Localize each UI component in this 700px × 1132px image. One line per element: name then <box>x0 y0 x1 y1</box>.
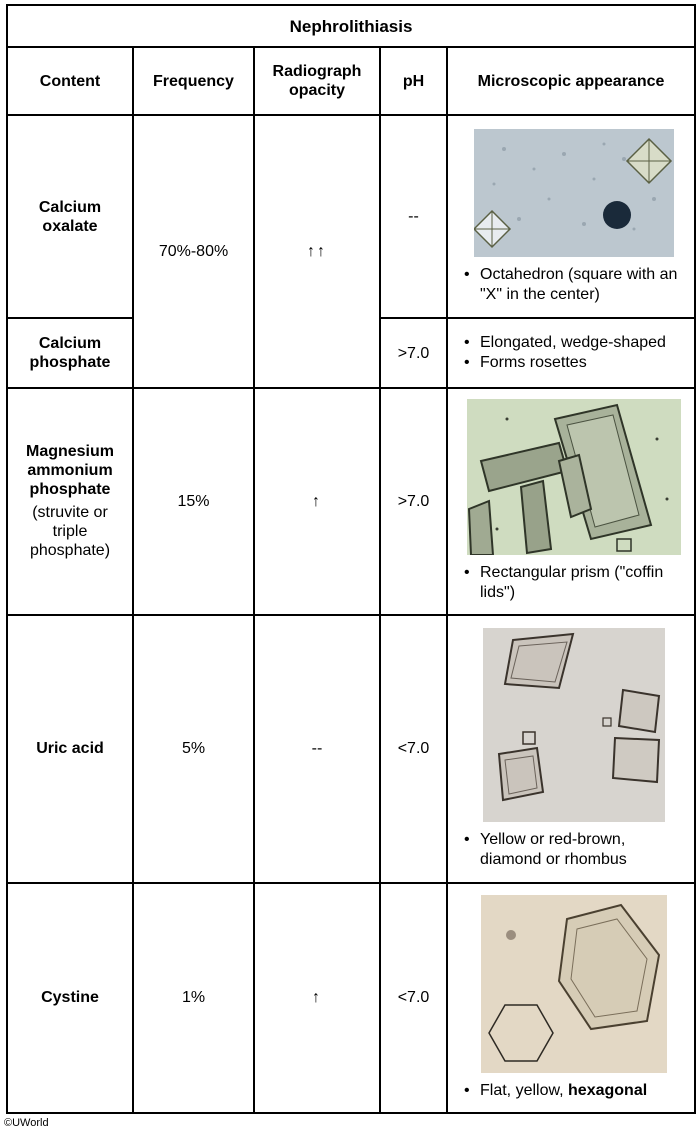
opacity-calcium: ↑↑ <box>253 114 381 390</box>
micro-uric-acid: Yellow or red-brown, diamond or rhombus <box>445 613 697 884</box>
header-ph: pH <box>379 46 448 117</box>
header-content: Content <box>6 46 134 117</box>
table-title: Nephrolithiasis <box>5 3 697 49</box>
desc-calcium-phosphate-1: Elongated, wedge-shaped <box>462 333 686 353</box>
desc-struvite: Rectangular prism ("coffin lids") <box>462 563 686 603</box>
desc-calcium-oxalate: Octahedron (square with an "X" in the ce… <box>462 265 686 305</box>
row-name-calcium-oxalate: Calcium oxalate <box>6 114 134 320</box>
ph-cystine: <7.0 <box>379 881 448 1115</box>
ph-struvite: >7.0 <box>379 387 448 616</box>
freq-struvite: 15% <box>132 387 255 616</box>
header-radiograph-opacity: Radiograph opacity <box>253 46 381 117</box>
copyright-footer: ©UWorld <box>4 1117 49 1129</box>
micro-cystine: Flat, yellow, hexagonal <box>445 881 697 1115</box>
freq-cystine: 1% <box>132 881 255 1115</box>
row-name-calcium-phosphate: Calcium phosphate <box>6 317 134 390</box>
opacity-cystine: ↑ <box>253 881 381 1115</box>
row-name-cystine: Cystine <box>6 881 134 1115</box>
header-microscopic-appearance: Microscopic appearance <box>445 46 697 117</box>
row-name-struvite: Magnesium ammonium phosphate (struvite o… <box>6 387 134 616</box>
nephrolithiasis-table: Nephrolithiasis Content Frequency Radiog… <box>5 3 697 1115</box>
micro-calcium-oxalate: Octahedron (square with an "X" in the ce… <box>445 114 697 320</box>
desc-calcium-phosphate-2: Forms rosettes <box>462 353 686 373</box>
struvite-subtitle: (struvite or triple phosphate) <box>29 504 111 560</box>
freq-calcium: 70%-80% <box>132 114 255 390</box>
row-name-uric-acid: Uric acid <box>6 613 134 884</box>
ph-calcium-phosphate: >7.0 <box>379 317 448 390</box>
desc-cystine-bold: hexagonal <box>568 1081 648 1099</box>
calcium-oxalate-crystal-image <box>474 128 675 257</box>
opacity-uric-acid: -- <box>253 613 381 884</box>
micro-struvite: Rectangular prism ("coffin lids") <box>445 387 697 616</box>
freq-uric-acid: 5% <box>132 613 255 884</box>
ph-uric-acid: <7.0 <box>379 613 448 884</box>
desc-cystine: Flat, yellow, hexagonal <box>462 1081 686 1101</box>
cystine-crystal-image <box>481 894 668 1073</box>
ph-calcium-oxalate: -- <box>379 114 448 320</box>
header-frequency: Frequency <box>132 46 255 117</box>
struvite-crystal-image <box>467 399 682 556</box>
micro-calcium-phosphate: Elongated, wedge-shaped Forms rosettes <box>445 317 697 390</box>
uric-acid-crystal-image <box>483 627 666 822</box>
opacity-struvite: ↑ <box>253 387 381 616</box>
desc-uric-acid: Yellow or red-brown, diamond or rhombus <box>462 830 686 870</box>
